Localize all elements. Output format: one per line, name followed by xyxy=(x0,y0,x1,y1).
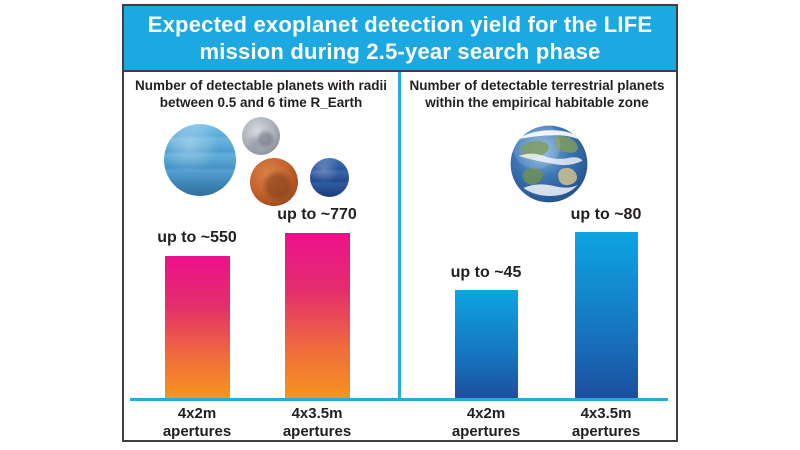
title-banner: Expected exoplanet detection yield for t… xyxy=(124,6,676,72)
rocky-gray-planet-icon xyxy=(242,117,280,155)
left-axis-label-4x2m: 4x2m apertures xyxy=(152,405,242,441)
panel-divider-line xyxy=(398,72,401,401)
left-panel-title-line2: between 0.5 and 6 time R_Earth xyxy=(159,95,363,110)
axis-label-line: 4x2m xyxy=(466,405,506,422)
left-panel-title-line1: Number of detectable planets with radii xyxy=(134,78,388,93)
main-title-line1: Expected exoplanet detection yield for t… xyxy=(147,12,653,37)
axis-label-line: apertures xyxy=(451,423,521,440)
axis-label-line: 4x3.5m xyxy=(580,405,632,422)
dark-blue-planet-icon xyxy=(310,158,349,197)
right-panel-title-line2: within the empirical habitable zone xyxy=(425,95,649,110)
right-axis-label-4x2m: 4x2m apertures xyxy=(441,405,531,441)
main-title-line2: mission during 2.5-year search phase xyxy=(199,39,601,64)
chart-baseline xyxy=(130,398,668,401)
ice-giant-blue-planet-icon xyxy=(164,124,236,196)
content-frame: Expected exoplanet detection yield for t… xyxy=(122,4,678,442)
banded-gas-giant-planet-icon xyxy=(294,120,332,158)
bar-up-to-550 xyxy=(165,256,230,398)
right-panel-title-line1: Number of detectable terrestrial planets xyxy=(409,78,665,93)
earth-illustration xyxy=(510,125,588,203)
right-axis-label-4x3-5m: 4x3.5m apertures xyxy=(561,405,651,441)
bar-value-label-80: up to ~80 xyxy=(570,206,642,223)
axis-label-line: apertures xyxy=(282,423,352,440)
left-axis-label-4x3-5m: 4x3.5m apertures xyxy=(272,405,362,441)
bar-value-label-550: up to ~550 xyxy=(157,229,237,246)
bar-up-to-770 xyxy=(285,233,350,398)
axis-label-line: 4x3.5m xyxy=(291,405,343,422)
left-panel-title: Number of detectable planets with radii … xyxy=(125,77,397,111)
axis-label-line: apertures xyxy=(162,423,232,440)
axis-label-line: apertures xyxy=(571,423,641,440)
mars-like-planet-icon xyxy=(250,158,298,206)
bar-value-label-770: up to ~770 xyxy=(277,206,357,223)
right-panel-title: Number of detectable terrestrial planets… xyxy=(401,77,673,111)
earth-planet-icon xyxy=(509,124,589,204)
bar-up-to-45 xyxy=(455,290,518,398)
axis-label-line: 4x2m xyxy=(177,405,217,422)
bar-value-label-45: up to ~45 xyxy=(450,264,522,281)
bar-up-to-80 xyxy=(575,232,638,398)
